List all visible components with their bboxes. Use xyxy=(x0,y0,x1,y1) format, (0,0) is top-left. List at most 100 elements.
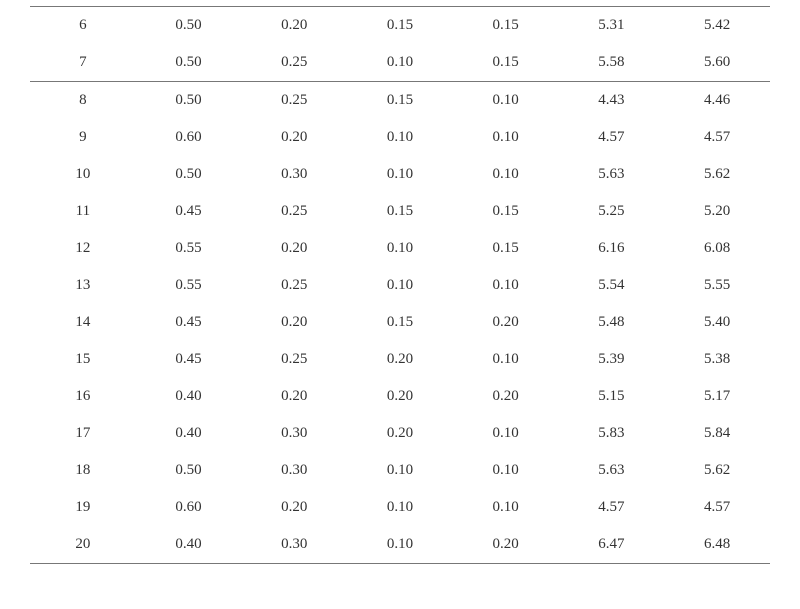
table-row: 70.500.250.100.155.585.60 xyxy=(30,44,770,82)
table-cell: 16 xyxy=(30,378,136,415)
table-cell: 4.57 xyxy=(664,119,770,156)
table-cell: 5.42 xyxy=(664,7,770,45)
table-cell: 0.10 xyxy=(453,452,559,489)
table-cell: 0.15 xyxy=(453,230,559,267)
table-cell: 0.20 xyxy=(453,378,559,415)
table-cell: 12 xyxy=(30,230,136,267)
table-cell: 0.20 xyxy=(241,230,347,267)
table-cell: 5.38 xyxy=(664,341,770,378)
table-cell: 5.58 xyxy=(559,44,665,82)
table-cell: 6.08 xyxy=(664,230,770,267)
table-cell: 0.55 xyxy=(136,230,242,267)
table-cell: 0.20 xyxy=(241,489,347,526)
table-cell: 0.15 xyxy=(347,304,453,341)
table-cell: 0.10 xyxy=(453,82,559,120)
table-cell: 0.55 xyxy=(136,267,242,304)
table-row: 170.400.300.200.105.835.84 xyxy=(30,415,770,452)
table-cell: 19 xyxy=(30,489,136,526)
table-cell: 6 xyxy=(30,7,136,45)
table-cell: 0.15 xyxy=(453,44,559,82)
table-row: 180.500.300.100.105.635.62 xyxy=(30,452,770,489)
table-cell: 0.15 xyxy=(347,193,453,230)
table-cell: 4.43 xyxy=(559,82,665,120)
table-cell: 0.40 xyxy=(136,415,242,452)
table-cell: 5.62 xyxy=(664,452,770,489)
table-cell: 0.15 xyxy=(453,7,559,45)
table-cell: 5.63 xyxy=(559,452,665,489)
table-cell: 4.57 xyxy=(559,119,665,156)
table-cell: 5.17 xyxy=(664,378,770,415)
table-cell: 0.40 xyxy=(136,378,242,415)
table-cell: 0.20 xyxy=(241,7,347,45)
table-cell: 0.20 xyxy=(453,526,559,564)
table-cell: 0.25 xyxy=(241,193,347,230)
table-row: 130.550.250.100.105.545.55 xyxy=(30,267,770,304)
table-cell: 5.39 xyxy=(559,341,665,378)
table-cell: 0.10 xyxy=(347,267,453,304)
table-cell: 0.45 xyxy=(136,341,242,378)
table-cell: 10 xyxy=(30,156,136,193)
table-cell: 5.62 xyxy=(664,156,770,193)
table-row: 60.500.200.150.155.315.42 xyxy=(30,7,770,45)
table-row: 190.600.200.100.104.574.57 xyxy=(30,489,770,526)
table-cell: 11 xyxy=(30,193,136,230)
table-cell: 0.20 xyxy=(241,119,347,156)
table-cell: 0.10 xyxy=(347,44,453,82)
table-cell: 0.50 xyxy=(136,82,242,120)
table-cell: 0.10 xyxy=(453,489,559,526)
table-cell: 0.10 xyxy=(453,341,559,378)
table-cell: 5.40 xyxy=(664,304,770,341)
table-row: 110.450.250.150.155.255.20 xyxy=(30,193,770,230)
table-cell: 0.25 xyxy=(241,267,347,304)
table-cell: 5.25 xyxy=(559,193,665,230)
table-cell: 4.46 xyxy=(664,82,770,120)
table-cell: 0.10 xyxy=(453,267,559,304)
table-cell: 0.60 xyxy=(136,489,242,526)
table-row: 100.500.300.100.105.635.62 xyxy=(30,156,770,193)
table-cell: 5.63 xyxy=(559,156,665,193)
table-cell: 0.45 xyxy=(136,304,242,341)
table-cell: 0.40 xyxy=(136,526,242,564)
table-row: 150.450.250.200.105.395.38 xyxy=(30,341,770,378)
table-cell: 15 xyxy=(30,341,136,378)
table-cell: 9 xyxy=(30,119,136,156)
table-cell: 5.15 xyxy=(559,378,665,415)
table-cell: 0.50 xyxy=(136,44,242,82)
table-cell: 0.60 xyxy=(136,119,242,156)
table-cell: 0.10 xyxy=(347,156,453,193)
table-cell: 14 xyxy=(30,304,136,341)
data-table: 60.500.200.150.155.315.4270.500.250.100.… xyxy=(30,6,770,564)
table-cell: 6.16 xyxy=(559,230,665,267)
table-cell: 0.50 xyxy=(136,7,242,45)
table-cell: 20 xyxy=(30,526,136,564)
table-row: 80.500.250.150.104.434.46 xyxy=(30,82,770,120)
table-cell: 4.57 xyxy=(559,489,665,526)
table-cell: 0.25 xyxy=(241,341,347,378)
table-cell: 18 xyxy=(30,452,136,489)
table-cell: 0.50 xyxy=(136,156,242,193)
table-cell: 0.10 xyxy=(347,489,453,526)
table-cell: 0.45 xyxy=(136,193,242,230)
table-cell: 0.10 xyxy=(453,119,559,156)
table-cell: 0.20 xyxy=(453,304,559,341)
table-cell: 5.83 xyxy=(559,415,665,452)
table-cell: 0.20 xyxy=(347,378,453,415)
table-cell: 5.55 xyxy=(664,267,770,304)
table-cell: 0.20 xyxy=(241,304,347,341)
table-cell: 0.30 xyxy=(241,415,347,452)
table-cell: 5.20 xyxy=(664,193,770,230)
table-cell: 5.60 xyxy=(664,44,770,82)
table-cell: 0.50 xyxy=(136,452,242,489)
table-cell: 5.84 xyxy=(664,415,770,452)
table-cell: 0.30 xyxy=(241,526,347,564)
table-cell: 0.10 xyxy=(347,452,453,489)
table-cell: 0.25 xyxy=(241,82,347,120)
table-cell: 0.20 xyxy=(347,341,453,378)
table-row: 90.600.200.100.104.574.57 xyxy=(30,119,770,156)
table-cell: 7 xyxy=(30,44,136,82)
table-cell: 13 xyxy=(30,267,136,304)
table-cell: 0.15 xyxy=(453,193,559,230)
table-row: 120.550.200.100.156.166.08 xyxy=(30,230,770,267)
table-cell: 4.57 xyxy=(664,489,770,526)
table-cell: 5.48 xyxy=(559,304,665,341)
